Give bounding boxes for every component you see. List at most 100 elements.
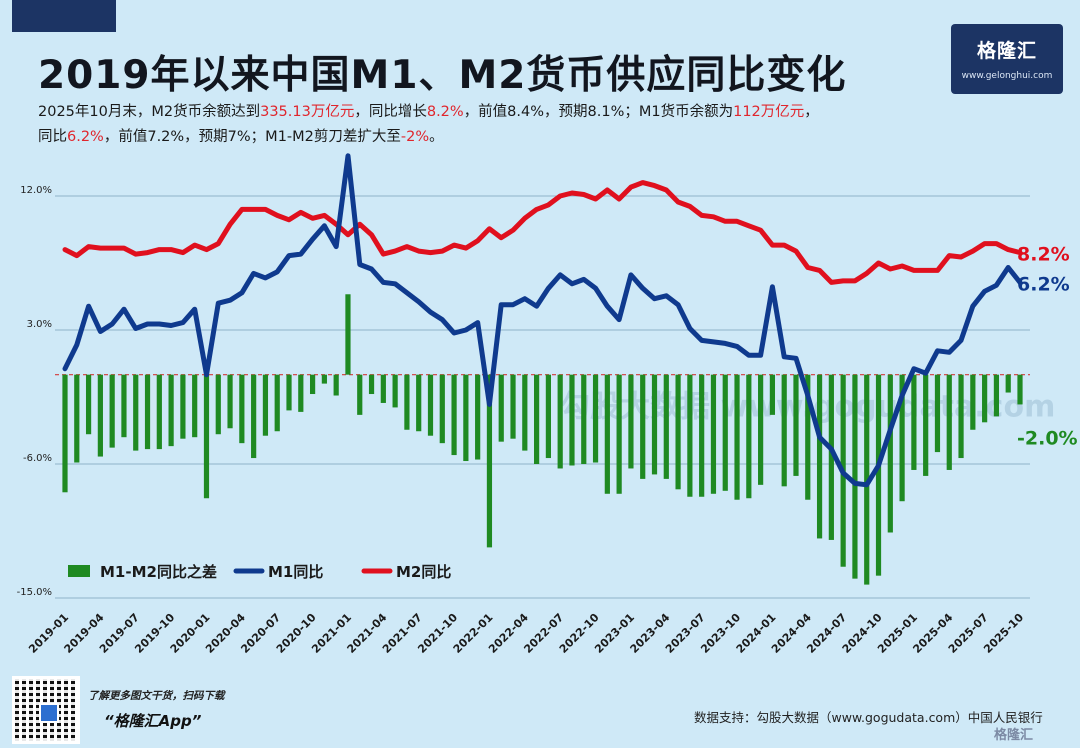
bar-2023-01 [628, 374, 634, 469]
x-axis-ticks: 2019-012019-042019-072019-102020-012020-… [26, 611, 1026, 656]
bar-2020-11 [321, 374, 327, 384]
subtitle-segment: -2% [400, 129, 430, 145]
bar-2023-12 [758, 374, 764, 485]
footer-app-name: “格隆汇App” [104, 712, 202, 730]
bar-2025-05 [958, 374, 964, 459]
bar-2025-10 [1017, 374, 1023, 405]
bar-2025-07 [982, 374, 988, 423]
legend-label: M2同比 [396, 563, 451, 581]
bar-2019-02 [74, 374, 80, 463]
end-label: -2.0% [1017, 427, 1078, 449]
bar-2019-09 [156, 374, 162, 450]
bar-2024-06 [828, 374, 834, 540]
y-tick-label: -15.0% [17, 587, 52, 598]
bar-2022-07 [557, 374, 563, 469]
bar-2022-02 [498, 374, 504, 442]
subtitle-segment: 同比 [38, 129, 67, 145]
bar-2019-12 [192, 374, 198, 438]
subtitle-segment: ，同比增长 [354, 104, 427, 120]
end-label: 8.2% [1017, 244, 1070, 266]
subtitle-segment: 6.2% [67, 129, 104, 145]
bar-series-m1-m2-diff [62, 294, 1023, 585]
bar-2024-01 [769, 374, 776, 415]
bar-2025-06 [970, 374, 976, 430]
bar-2019-03 [85, 374, 92, 435]
bar-2021-06 [404, 374, 410, 430]
legend-label: M1同比 [268, 563, 323, 581]
bar-2025-01 [911, 374, 917, 470]
bar-2019-04 [97, 374, 103, 457]
brand-url: www.gelonghui.com [961, 71, 1053, 81]
chart-subtitle: 2025年10月末，M2货币余额达到335.13万亿元，同比增长8.2%，前值8… [38, 100, 1038, 150]
bar-2020-01 [203, 374, 210, 499]
bar-2024-03 [793, 374, 799, 476]
bar-2019-01 [62, 374, 68, 493]
legend-label: M1-M2同比之差 [100, 563, 217, 581]
bar-2021-10 [451, 374, 457, 456]
y-tick-label: 3.0% [27, 319, 52, 330]
page-title: 2019年以来中国M1、M2货币供应同比变化 [38, 53, 847, 98]
bar-2019-06 [121, 374, 127, 438]
bar-2024-05 [816, 374, 823, 539]
subtitle-segment: 。 [429, 129, 444, 145]
bar-2020-12 [333, 374, 339, 396]
bar-2020-08 [286, 374, 292, 411]
bar-2020-05 [251, 374, 257, 459]
subtitle-line-2: 同比6.2%，前值7.2%，预期7%；M1-M2剪刀差扩大至-2%。 [38, 125, 1038, 150]
subtitle-segment: ，前值8.4%，预期8.1%；M1货币余额为 [463, 104, 734, 120]
bar-2019-10 [168, 374, 174, 447]
bar-2021-08 [427, 374, 434, 436]
corner-brand: 格隆汇 [994, 728, 1034, 743]
y-axis-ticks: 12.0% 3.0% -6.0% -15.0% [17, 185, 52, 598]
chart-legend: M1-M2同比之差 M1同比 M2同比 [68, 563, 451, 581]
bar-2020-02 [215, 374, 221, 435]
bar-2025-04 [946, 374, 952, 470]
bar-2023-10 [734, 374, 740, 500]
subtitle-line-1: 2025年10月末，M2货币余额达到335.13万亿元，同比增长8.2%，前值8… [38, 100, 1038, 125]
brand-logo: 格隆汇 www.gelonghui.com [951, 24, 1063, 94]
bar-2024-04 [805, 374, 811, 500]
bar-2024-10 [875, 374, 882, 576]
bar-2025-08 [993, 374, 1000, 417]
top-accent-bar [12, 0, 116, 32]
subtitle-segment: ， [804, 104, 819, 120]
bar-2020-04 [239, 374, 245, 444]
line-M1同比 [62, 153, 1023, 488]
brand-name: 格隆汇 [976, 40, 1037, 62]
bar-2022-09 [581, 374, 587, 464]
bar-2024-11 [887, 374, 893, 533]
y-tick-label: 12.0% [20, 185, 52, 196]
bar-2024-08 [852, 374, 858, 579]
bar-2020-03 [227, 374, 233, 429]
footer-note: 了解更多图文干货，扫码下载 [88, 690, 225, 702]
bar-2022-04 [522, 374, 528, 451]
subtitle-segment: 335.13万亿元 [260, 104, 355, 120]
y-tick-label: -6.0% [23, 453, 52, 464]
bar-2022-01 [486, 374, 493, 548]
bar-2023-05 [675, 374, 681, 490]
end-label: 6.2% [1017, 273, 1070, 295]
subtitle-segment: 112万亿元 [733, 104, 805, 120]
subtitle-segment: 8.2% [426, 104, 464, 120]
bar-2021-01 [345, 294, 351, 375]
bar-2024-12 [899, 374, 905, 502]
bar-2022-05 [534, 374, 540, 464]
bar-2021-09 [439, 374, 445, 444]
bar-2022-06 [545, 374, 551, 459]
bar-2021-12 [475, 374, 481, 460]
bar-2021-02 [357, 374, 363, 415]
bar-2023-04 [663, 374, 669, 479]
bar-2020-07 [274, 374, 280, 432]
bar-2022-12 [616, 374, 622, 494]
data-source: 数据支持：勾股大数据（www.gogudata.com）中国人民银行 [694, 710, 1043, 725]
bar-2023-07 [699, 374, 705, 497]
bar-2020-10 [309, 374, 316, 395]
line-series-layer [62, 153, 1023, 488]
bar-2019-07 [133, 374, 139, 451]
bar-2022-08 [569, 374, 575, 466]
bar-2023-03 [651, 374, 658, 475]
bar-2025-03 [934, 374, 941, 453]
m1-m2-chart: 勾股大数据 www.gogudata.com 12.0%3.0%-6.0%-15… [17, 153, 1078, 656]
bar-2019-08 [144, 374, 151, 450]
bar-2021-03 [368, 374, 375, 395]
